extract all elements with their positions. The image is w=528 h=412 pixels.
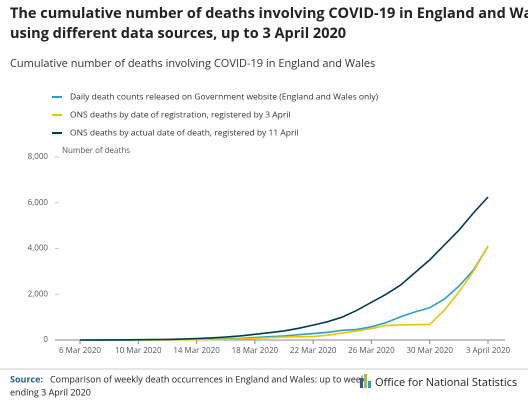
series-line — [80, 245, 489, 341]
x-tick-label: 3 April 2020 — [466, 345, 511, 356]
y-tick-label: 6,000 — [28, 197, 49, 208]
x-tick-label: 30 Mar 2020 — [406, 345, 453, 356]
legend-label: ONS deaths by date of registration, regi… — [70, 109, 291, 120]
source-label: Source: — [10, 372, 43, 385]
series-line — [79, 196, 489, 341]
chart-title: using different data sources, up to 3 Ap… — [10, 24, 346, 43]
series-line — [80, 245, 489, 341]
y-tick-label: 8,000 — [28, 151, 49, 162]
logo-text: Office for National Statistics — [375, 375, 517, 390]
source-text: ending 3 April 2020 — [10, 385, 91, 398]
logo-icon — [360, 374, 371, 388]
y-tick-label: 2,000 — [28, 288, 49, 299]
source-text: Comparison of weekly death occurrences i… — [50, 372, 366, 385]
chart-title: The cumulative number of deaths involvin… — [10, 4, 528, 23]
x-tick-label: 6 Mar 2020 — [59, 345, 101, 356]
x-tick-label: 18 Mar 2020 — [232, 345, 279, 356]
x-tick-label: 14 Mar 2020 — [173, 345, 220, 356]
x-tick-label: 22 Mar 2020 — [290, 345, 337, 356]
x-tick-label: 10 Mar 2020 — [115, 345, 162, 356]
y-tick-label: 4,000 — [28, 243, 49, 254]
y-tick-label: 0 — [43, 334, 48, 345]
y-axis-label: Number of deaths — [62, 145, 130, 156]
chart-subtitle: Cumulative number of deaths involving CO… — [10, 56, 375, 71]
legend-label: ONS deaths by actual date of death, regi… — [70, 127, 299, 138]
legend-label: Daily death counts released on Governmen… — [70, 91, 379, 102]
x-tick-label: 26 Mar 2020 — [348, 345, 395, 356]
